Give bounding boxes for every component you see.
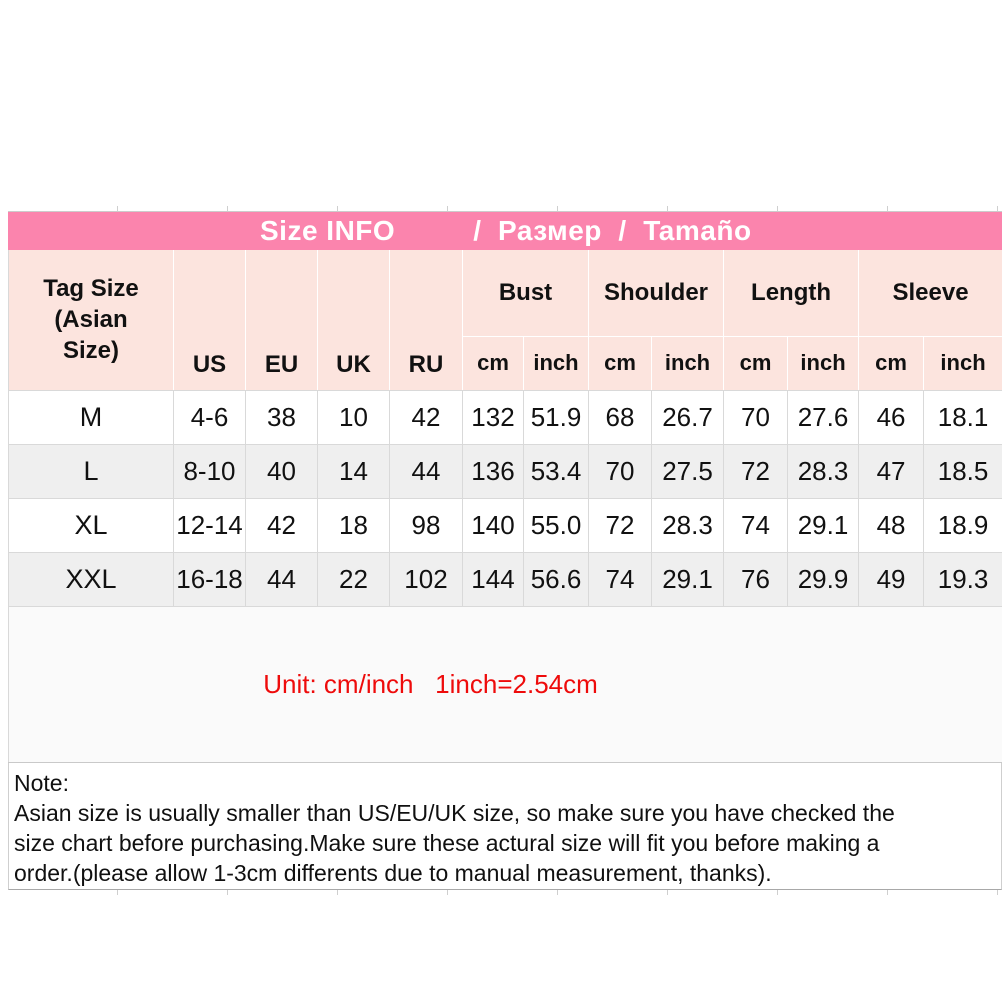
cell-shoulder-inch: 26.7 <box>651 390 725 445</box>
cell-bust-inch: 51.9 <box>523 390 589 445</box>
cell-eu: 40 <box>245 444 318 499</box>
size-tag: L <box>8 444 174 499</box>
size-tag: XL <box>8 498 174 553</box>
header-sleeve-inch: inch <box>923 336 1002 391</box>
unit-note: Unit: cm/inch 1inch=2.54cm <box>8 606 1002 763</box>
header-bust-cm: cm <box>462 336 524 391</box>
cell-bust-cm: 144 <box>462 552 524 607</box>
header-unit-row: cm inch cm inch cm inch cm inch <box>9 336 1002 391</box>
cell-length-cm: 76 <box>723 552 789 607</box>
cell-bust-inch: 53.4 <box>523 444 589 499</box>
header-shoulder-inch: inch <box>651 336 725 391</box>
title-translations: / Размер / Tamaño <box>473 215 752 246</box>
table-row-l: L 8-10 40 14 44 136 53.4 70 27.5 72 28.3… <box>8 444 1002 499</box>
note-section: Note: Asian size is usually smaller than… <box>8 762 1002 890</box>
note-line: size chart before purchasing.Make sure t… <box>14 829 880 856</box>
cell-shoulder-inch: 27.5 <box>651 444 725 499</box>
cell-shoulder-cm: 70 <box>588 444 652 499</box>
title-bar: Size INFO / Размер / Tamaño <box>8 212 1002 250</box>
cell-ru: 42 <box>389 390 463 445</box>
header-eu: EU <box>245 250 318 391</box>
cell-sleeve-cm: 47 <box>858 444 925 499</box>
header-group-row: Tag Size (Asian Size) US EU UK RU Bust S… <box>8 250 1002 391</box>
cell-length-cm: 70 <box>723 390 789 445</box>
cell-uk: 22 <box>317 552 390 607</box>
cell-eu: 42 <box>245 498 318 553</box>
cell-shoulder-cm: 74 <box>588 552 652 607</box>
cell-sleeve-inch: 18.5 <box>923 444 1002 499</box>
top-gridline-ticks <box>8 206 1002 212</box>
cell-eu: 44 <box>245 552 318 607</box>
cell-sleeve-inch: 18.1 <box>923 390 1002 445</box>
table-row-m: M 4-6 38 10 42 132 51.9 68 26.7 70 27.6 … <box>8 390 1002 445</box>
cell-shoulder-cm: 72 <box>588 498 652 553</box>
table-row-xxl: XXL 16-18 44 22 102 144 56.6 74 29.1 76 … <box>8 552 1002 607</box>
cell-sleeve-cm: 46 <box>858 390 925 445</box>
cell-us: 8-10 <box>173 444 246 499</box>
note-line: Asian size is usually smaller than US/EU… <box>14 799 895 826</box>
cell-length-inch: 28.3 <box>787 444 860 499</box>
size-chart-sheet: Size INFO / Размер / Tamaño Tag Size (As… <box>8 206 1002 895</box>
header-us: US <box>173 250 246 391</box>
header-bust: Bust <box>462 250 589 337</box>
cell-sleeve-inch: 18.9 <box>923 498 1002 553</box>
cell-shoulder-cm: 68 <box>588 390 652 445</box>
cell-shoulder-inch: 28.3 <box>651 498 725 553</box>
header-shoulder: Shoulder <box>588 250 725 337</box>
size-tag: XXL <box>8 552 174 607</box>
note-line: order.(please allow 1-3cm differents due… <box>14 859 772 886</box>
title-size-info: Size INFO <box>260 215 396 246</box>
cell-bust-inch: 56.6 <box>523 552 589 607</box>
cell-uk: 14 <box>317 444 390 499</box>
header-sleeve: Sleeve <box>858 250 1002 337</box>
cell-us: 12-14 <box>173 498 246 553</box>
header-bust-inch: inch <box>523 336 589 391</box>
cell-us: 4-6 <box>173 390 246 445</box>
header-uk: UK <box>317 250 390 391</box>
size-table: Tag Size (Asian Size) US EU UK RU Bust S… <box>8 250 1002 763</box>
cell-length-inch: 29.9 <box>787 552 860 607</box>
cell-bust-inch: 55.0 <box>523 498 589 553</box>
unit-note-text: Unit: cm/inch 1inch=2.54cm <box>263 668 598 699</box>
cell-us: 16-18 <box>173 552 246 607</box>
cell-ru: 102 <box>389 552 463 607</box>
cell-sleeve-cm: 48 <box>858 498 925 553</box>
header-shoulder-cm: cm <box>588 336 652 391</box>
unit-row: Unit: cm/inch 1inch=2.54cm <box>8 606 1002 763</box>
cell-bust-cm: 132 <box>462 390 524 445</box>
header-length: Length <box>723 250 860 337</box>
note-heading: Note: <box>14 769 69 796</box>
cell-ru: 44 <box>389 444 463 499</box>
cell-bust-cm: 136 <box>462 444 524 499</box>
cell-uk: 18 <box>317 498 390 553</box>
header-length-inch: inch <box>787 336 860 391</box>
header-sleeve-cm: cm <box>858 336 925 391</box>
cell-uk: 10 <box>317 390 390 445</box>
size-tag: M <box>8 390 174 445</box>
cell-eu: 38 <box>245 390 318 445</box>
cell-sleeve-inch: 19.3 <box>923 552 1002 607</box>
cell-bust-cm: 140 <box>462 498 524 553</box>
cell-shoulder-inch: 29.1 <box>651 552 725 607</box>
table-row-xl: XL 12-14 42 18 98 140 55.0 72 28.3 74 29… <box>8 498 1002 553</box>
cell-length-cm: 74 <box>723 498 789 553</box>
cell-length-inch: 29.1 <box>787 498 860 553</box>
cell-length-cm: 72 <box>723 444 789 499</box>
header-ru: RU <box>389 250 463 391</box>
bottom-gridline-ticks <box>8 889 1002 895</box>
cell-sleeve-cm: 49 <box>858 552 925 607</box>
header-tag-size: Tag Size (Asian Size) <box>8 250 174 391</box>
cell-length-inch: 27.6 <box>787 390 860 445</box>
cell-ru: 98 <box>389 498 463 553</box>
header-length-cm: cm <box>723 336 789 391</box>
